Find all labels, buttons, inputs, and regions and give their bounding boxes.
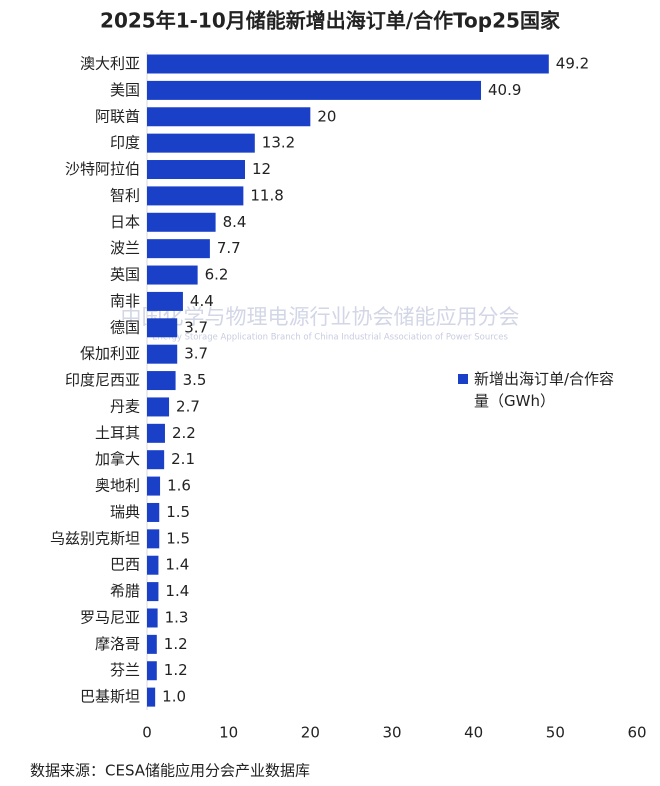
y-tick-label: 加拿大 [95,450,140,468]
bar [147,107,311,127]
y-tick-label: 印度尼西亚 [65,371,140,389]
bar [147,344,178,364]
y-tick-label: 摩洛哥 [95,635,140,653]
y-tick-label: 芬兰 [110,661,140,679]
bar [147,661,157,681]
y-tick-label: 罗马尼亚 [80,608,140,626]
value-label: 2.7 [176,397,200,415]
y-tick-label: 智利 [110,186,140,204]
value-label: 3.7 [184,345,208,363]
bar [147,423,165,443]
y-tick-label: 希腊 [110,582,140,600]
watermark: 中国化学与物理电源行业协会储能应用分会 [121,305,520,329]
y-tick-label: 澳大利亚 [80,55,140,73]
bar [147,529,160,549]
value-label: 11.8 [250,186,283,204]
x-tick-label: 40 [464,724,483,742]
bar [147,502,160,522]
y-tick-label: 奥地利 [95,477,140,495]
value-label: 8.4 [223,213,247,231]
x-tick-label: 50 [546,724,565,742]
value-label: 1.6 [167,477,191,495]
watermark-en: Energy Storage Application Branch of Chi… [152,333,508,343]
y-tick-label: 美国 [110,81,140,99]
value-label: 1.4 [165,582,189,600]
bar [147,634,157,654]
value-label: 6.2 [205,266,229,284]
value-label: 3.7 [184,318,208,336]
bar [147,265,198,285]
y-tick-label: 乌兹别克斯坦 [50,529,140,547]
legend-swatch [458,374,468,384]
y-tick-label: 保加利亚 [80,345,140,363]
value-label: 1.0 [162,688,186,706]
bar [147,291,183,311]
value-label: 2.2 [172,424,196,442]
bar [147,582,159,602]
value-label: 1.3 [165,608,189,626]
y-tick-label: 波兰 [110,239,140,257]
value-label: 1.4 [165,556,189,574]
y-tick-label: 土耳其 [95,424,140,442]
y-tick-label: 英国 [110,266,140,284]
bar [147,186,244,206]
value-label: 1.5 [166,529,190,547]
y-tick-label: 丹麦 [110,397,140,415]
legend: 新增出海订单/合作容量（GWh） [458,368,628,412]
y-tick-label: 巴西 [110,556,140,574]
bar [147,397,170,417]
x-tick-label: 10 [219,724,238,742]
y-tick-label: 日本 [110,213,140,231]
bar [147,318,178,338]
value-label: 49.2 [556,55,589,73]
value-label: 1.5 [166,503,190,521]
value-label: 40.9 [488,81,521,99]
y-tick-label: 南非 [110,292,140,310]
y-tick-label: 巴基斯坦 [80,688,140,706]
source-note: 数据来源：CESA储能应用分会产业数据库 [30,762,310,780]
y-tick-label: 印度 [110,134,140,152]
x-tick-label: 60 [627,724,646,742]
bar [147,54,549,74]
value-label: 1.2 [164,661,188,679]
bar [147,555,159,575]
x-tick-label: 20 [301,724,320,742]
bar [147,239,210,259]
value-label: 20 [317,107,336,125]
bar [147,450,165,470]
value-label: 3.5 [183,371,207,389]
bar [147,608,158,628]
bar [147,212,216,232]
value-label: 1.2 [164,635,188,653]
value-label: 4.4 [190,292,214,310]
y-tick-label: 沙特阿拉伯 [65,160,140,178]
y-tick-label: 阿联酋 [95,107,140,125]
x-tick-label: 0 [142,724,152,742]
bar [147,133,255,153]
chart-title: 2025年1-10月储能新增出海订单/合作Top25国家 [100,9,561,33]
bar [147,80,482,100]
value-label: 2.1 [171,450,195,468]
bar [147,687,156,707]
value-label: 12 [252,160,271,178]
bar [147,371,176,391]
bar [147,476,161,496]
bar [147,160,245,180]
y-tick-label: 德国 [110,318,140,336]
value-label: 7.7 [217,239,241,257]
value-label: 13.2 [262,134,295,152]
x-tick-label: 30 [382,724,401,742]
legend-label: 新增出海订单/合作容量（GWh） [474,370,615,410]
y-tick-label: 瑞典 [110,503,140,521]
